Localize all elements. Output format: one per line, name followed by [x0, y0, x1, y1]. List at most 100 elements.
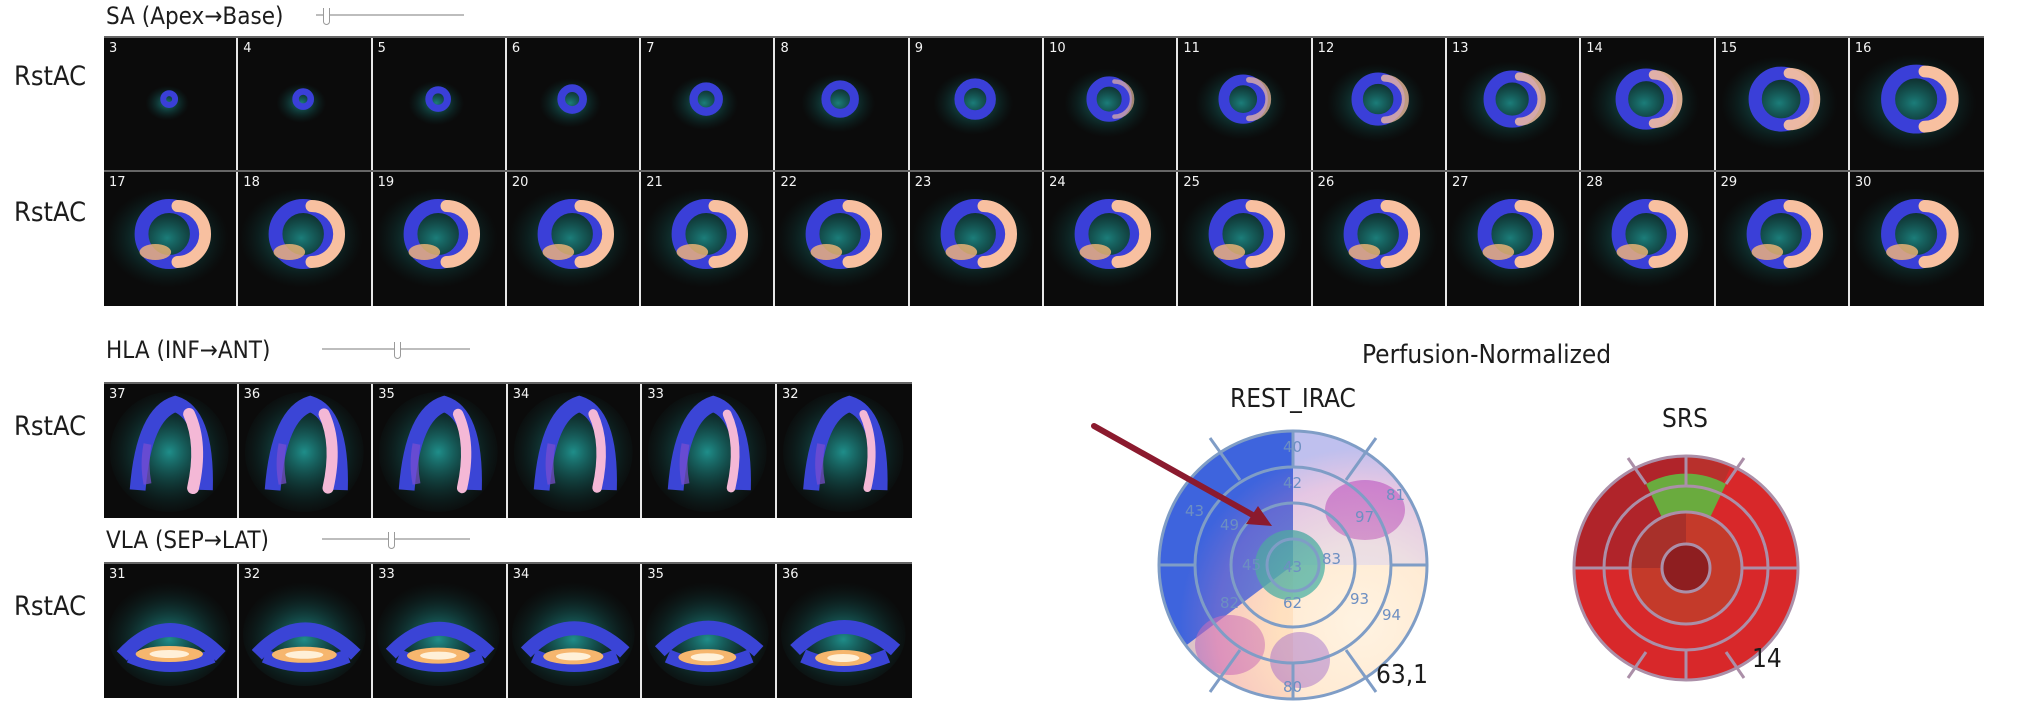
scan-image [1720, 56, 1837, 150]
scan-tile[interactable]: 25 [1178, 172, 1313, 306]
scan-image [374, 188, 497, 288]
scan-tile[interactable]: 35 [642, 564, 777, 698]
scan-tile[interactable]: 33 [642, 384, 777, 518]
scan-tile[interactable]: 23 [909, 172, 1045, 306]
hla-title: HLA (INF→ANT) [106, 336, 271, 364]
slice-number: 17 [109, 175, 126, 190]
scan-tile[interactable]: 11 [1178, 38, 1313, 170]
scan-tile[interactable]: 8 [775, 38, 910, 170]
scan-image [1064, 68, 1151, 138]
scan-tile[interactable]: 5 [372, 38, 507, 170]
scan-tile[interactable]: 32 [776, 384, 912, 518]
vla-slider[interactable] [322, 532, 472, 550]
scan-tile[interactable]: 14 [1581, 38, 1716, 170]
slice-number: 18 [243, 175, 260, 190]
scan-tile[interactable]: 27 [1446, 172, 1582, 306]
slice-number: 19 [377, 175, 395, 190]
sa-title: SA (Apex→Base) [106, 2, 284, 30]
slice-number: 26 [1317, 175, 1335, 190]
scan-image [109, 392, 229, 512]
slice-number: 10 [1049, 41, 1066, 56]
slice-number: 33 [378, 567, 395, 582]
slice-number: 22 [780, 175, 798, 190]
scan-tile[interactable]: 18 [238, 172, 373, 306]
scan-image [911, 188, 1035, 288]
slice-number: 4 [243, 41, 252, 56]
slice-number: 32 [243, 567, 261, 582]
slice-number: 30 [1854, 175, 1872, 190]
sa-row2-label: RstAC [14, 197, 87, 228]
scan-tile[interactable]: 20 [506, 172, 642, 306]
scan-image [1458, 61, 1563, 145]
scan-tile[interactable]: 17 [104, 172, 239, 306]
scan-tile[interactable]: 34 [507, 564, 643, 698]
perfusion-normalized-header: Perfusion-Normalized [1362, 340, 1612, 370]
scan-image [1314, 188, 1438, 288]
scan-tile[interactable]: 37 [104, 384, 239, 518]
scan-tile[interactable]: 36 [238, 384, 374, 518]
vla-slider-thumb[interactable] [388, 532, 395, 549]
slice-number: 35 [647, 567, 664, 582]
slice-number: 36 [243, 387, 261, 402]
rest-seg-ring2-2: 97 [1355, 508, 1374, 526]
rest-seg-ring1-0: 40 [1283, 438, 1302, 456]
rest-seg-ring3-0: 43 [1283, 558, 1302, 576]
scan-tile[interactable]: 19 [372, 172, 507, 306]
scan-tile[interactable]: 7 [641, 38, 776, 170]
hla-slider[interactable] [322, 342, 472, 360]
scan-image [782, 392, 904, 512]
scan-tile[interactable]: 26 [1312, 172, 1447, 306]
slice-number: 7 [646, 41, 655, 56]
rest-irac-polar-map: 40 42 81 97 93 94 80 82 43 49 43 83 62 4… [1091, 423, 1429, 701]
scan-tile[interactable]: 32 [238, 564, 374, 698]
scan-tile[interactable]: 10 [1044, 38, 1179, 170]
slice-number: 28 [1586, 175, 1603, 190]
scan-tile[interactable]: 13 [1446, 38, 1582, 170]
srs-title: SRS [1662, 404, 1708, 434]
scan-tile[interactable]: 29 [1715, 172, 1850, 306]
scan-image [801, 73, 876, 133]
scan-tile[interactable]: 30 [1849, 172, 1985, 306]
scan-image [1851, 188, 1977, 288]
slice-number: 29 [1720, 175, 1738, 190]
scan-tile[interactable]: 15 [1715, 38, 1850, 170]
scan-tile[interactable]: 33 [373, 564, 508, 698]
scan-tile[interactable]: 34 [507, 384, 643, 518]
srs-polar-map [1572, 454, 1800, 682]
slice-number: 3 [109, 41, 118, 56]
rest-seg-ring2-3: 93 [1350, 590, 1369, 608]
scan-tile[interactable]: 35 [373, 384, 508, 518]
scan-image [643, 188, 766, 288]
scan-tile[interactable]: 31 [104, 564, 239, 698]
slice-number: 36 [781, 567, 799, 582]
scan-tile[interactable]: 21 [641, 172, 776, 306]
scan-tile[interactable]: 3 [104, 38, 239, 170]
scan-tile[interactable]: 28 [1581, 172, 1716, 306]
scan-tile[interactable]: 6 [506, 38, 642, 170]
rest-irac-value: 63,1 [1376, 660, 1429, 690]
scan-tile[interactable]: 9 [909, 38, 1045, 170]
scan-tile[interactable]: 16 [1849, 38, 1985, 170]
slice-number: 35 [378, 387, 395, 402]
rest-seg-ring2-7: 43 [1185, 502, 1204, 520]
scan-tile[interactable]: 36 [776, 564, 912, 698]
scan-tile[interactable]: 24 [1044, 172, 1179, 306]
slice-number: 23 [914, 175, 932, 190]
sa-slider-thumb[interactable] [323, 8, 330, 25]
rest-seg-ring3-2: 62 [1283, 594, 1302, 612]
slice-number: 21 [646, 175, 663, 190]
scan-tile[interactable]: 12 [1312, 38, 1447, 170]
scan-tile[interactable]: 22 [775, 172, 910, 306]
slice-number: 5 [377, 41, 386, 56]
slice-number: 14 [1586, 41, 1603, 56]
slice-number: 16 [1854, 41, 1872, 56]
scan-image [1717, 188, 1840, 288]
sa-row1-label: RstAC [14, 61, 87, 92]
scan-image [1046, 188, 1169, 288]
scan-image [407, 80, 464, 126]
annotation-arrow [1091, 423, 1272, 526]
scan-tile[interactable]: 4 [238, 38, 373, 170]
hla-slider-thumb[interactable] [394, 342, 401, 359]
sa-slider[interactable] [316, 8, 466, 26]
scan-image [1583, 188, 1706, 288]
